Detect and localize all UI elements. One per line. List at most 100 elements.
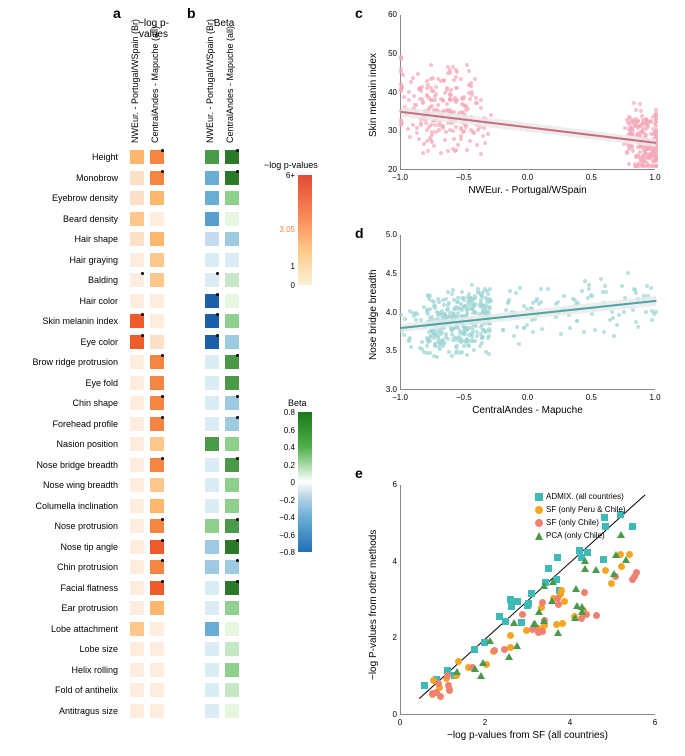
scatter-point <box>417 137 421 141</box>
scatter-point <box>578 608 586 615</box>
heatmap-cell <box>205 437 219 451</box>
scatter-point <box>545 565 552 572</box>
heatmap-cell <box>150 396 164 410</box>
heatmap-cell <box>150 335 164 349</box>
scatter-point <box>415 126 419 130</box>
scatter-point <box>645 161 649 165</box>
colorbar-tick: 1 <box>270 262 295 271</box>
scatter-point <box>625 150 629 154</box>
heatmap-cell <box>205 314 219 328</box>
heatmap-cell <box>225 704 239 718</box>
row-label: Ear protrusion <box>8 603 118 613</box>
scatter-point <box>471 646 478 653</box>
heatmap-cell <box>225 191 239 205</box>
scatter-point <box>645 139 649 143</box>
scatter-point <box>473 77 477 81</box>
sig-dot <box>161 416 164 419</box>
heatmap-cell <box>205 519 219 533</box>
legend-marker <box>535 532 543 540</box>
heatmap-cell <box>205 704 219 718</box>
heatmap-cell <box>130 622 144 636</box>
heatmap-cell <box>130 458 144 472</box>
row-label: Nose bridge breadth <box>8 460 118 470</box>
scatter-point <box>572 585 580 592</box>
scatter-point <box>421 682 428 689</box>
scatter-point <box>479 659 487 666</box>
legend-label: ADMIX. (all countries) <box>546 492 624 501</box>
heatmap-cell <box>205 355 219 369</box>
heatmap-cell <box>130 396 144 410</box>
row-label: Eyebrow density <box>8 193 118 203</box>
scatter-point <box>475 143 479 147</box>
col-header-b2: CentralAndes - Mapuche (all) <box>225 33 235 143</box>
heatmap-cell <box>205 499 219 513</box>
scatter-d <box>400 235 655 390</box>
heatmap-cell <box>225 519 239 533</box>
scatter-point <box>654 108 658 112</box>
heatmap-cell <box>205 150 219 164</box>
ytick: 3.0 <box>375 385 397 394</box>
heatmap-cell <box>130 704 144 718</box>
scatter-point <box>445 108 449 112</box>
legend-item: SF (only Peru & Chile) <box>535 505 626 514</box>
heatmap-cell <box>225 273 239 287</box>
heatmap-cell <box>205 212 219 226</box>
sig-dot <box>216 313 219 316</box>
scatter-c <box>400 15 655 170</box>
heatmap-cell <box>150 663 164 677</box>
scatter-point <box>507 596 514 603</box>
ytick: 4.0 <box>375 308 397 317</box>
sig-dot <box>236 416 239 419</box>
scatter-point <box>425 139 429 143</box>
heatmap-cell <box>150 560 164 574</box>
xtick: 1.0 <box>645 393 665 402</box>
sig-dot <box>161 395 164 398</box>
scatter-point <box>454 100 458 104</box>
colorbar-beta-label: Beta <box>288 398 307 408</box>
scatter-point <box>452 78 456 82</box>
ytick: 50 <box>375 49 397 58</box>
heatmap-cell <box>205 273 219 287</box>
scatter-point <box>623 126 627 130</box>
panel-c-label: c <box>355 5 363 21</box>
scatter-point <box>405 112 409 116</box>
scatter-point <box>649 120 653 124</box>
sig-dot <box>161 518 164 521</box>
scatter-point <box>645 123 649 127</box>
scatter-point <box>446 65 450 69</box>
heatmap-cell <box>225 663 239 677</box>
scatter-point <box>477 672 485 679</box>
scatter-point <box>531 620 539 627</box>
scatter-point <box>435 114 439 118</box>
scatter-point <box>535 608 543 615</box>
scatter-point <box>477 119 481 123</box>
heatmap-cell <box>205 663 219 677</box>
scatter-point <box>424 117 428 121</box>
heatmap-cell <box>130 560 144 574</box>
colorbar-tick: −0.8 <box>270 548 295 557</box>
scatter-point <box>425 79 429 83</box>
scatter-point <box>442 78 446 82</box>
scatter-point <box>399 88 403 92</box>
heatmap-cell <box>130 212 144 226</box>
scatter-point <box>416 72 420 76</box>
heatmap-cell <box>205 171 219 185</box>
row-label: Hair shape <box>8 234 118 244</box>
col-header-a1: NWEur. - Portugal/WSpain (Br) <box>130 33 140 143</box>
scatter-point <box>518 619 525 626</box>
scatter-point <box>446 149 450 153</box>
heatmap-cell <box>130 150 144 164</box>
row-label: Hair color <box>8 296 118 306</box>
xtick: −0.5 <box>454 173 474 182</box>
heatmap-cell <box>150 499 164 513</box>
ytick: 0 <box>375 710 397 719</box>
row-label: Lobe size <box>8 644 118 654</box>
row-label: Chin shape <box>8 398 118 408</box>
heatmap-cell <box>150 581 164 595</box>
scatter-point <box>505 653 513 660</box>
scatter-point <box>622 142 626 146</box>
heatmap-cell <box>205 458 219 472</box>
scatter-point <box>464 117 468 121</box>
heatmap-cell <box>205 232 219 246</box>
row-label: Nose wing breadth <box>8 480 118 490</box>
